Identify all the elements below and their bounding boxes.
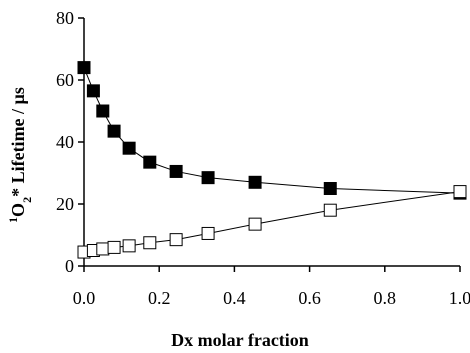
y-tick-label: 0 [65, 256, 74, 276]
series-lines [83, 67, 461, 253]
open-square-point [248, 217, 262, 231]
filled-square-point [107, 124, 121, 138]
series-points [77, 61, 467, 259]
y-axis-title-superscript: 1 [6, 217, 20, 223]
filled-square-point [143, 155, 157, 169]
y-tick-label: 20 [56, 194, 74, 214]
filled-square-point [169, 164, 183, 178]
open-square-point [122, 239, 136, 253]
x-tick-label: 0.0 [73, 288, 96, 308]
x-tick-label: 0.6 [298, 288, 321, 308]
ticks: 0 20 40 60 80 0.0 0.2 0.4 0.6 0.8 1.0 [56, 8, 470, 308]
y-tick-label: 80 [56, 8, 74, 28]
open-square-point [201, 226, 215, 240]
filled-square-point [77, 61, 91, 75]
open-square-point [169, 233, 183, 247]
x-tick-label: 0.4 [223, 288, 246, 308]
y-axis-title-base: O [8, 203, 28, 217]
open-square-point [143, 236, 157, 250]
y-axis-title-subscript: 2 [20, 197, 34, 203]
filled-square-point [86, 84, 100, 98]
y-tick-label: 40 [56, 132, 74, 152]
open-square-point [323, 203, 337, 217]
filled-square-point [248, 175, 262, 189]
x-axis-title: Dx molar fraction [171, 330, 309, 350]
open-square-point [453, 185, 467, 199]
y-tick-label: 60 [56, 70, 74, 90]
axes [83, 18, 460, 267]
filled-square-point [323, 182, 337, 195]
y-axis-title-rest: * Lifetime / µs [8, 87, 28, 197]
y-axis-title: 1O2* Lifetime / µs [6, 87, 34, 223]
x-tick-label: 0.2 [148, 288, 171, 308]
filled-square-point [96, 104, 110, 118]
open-square-point [107, 240, 121, 254]
open-square-point [96, 242, 110, 256]
x-tick-label: 0.8 [374, 288, 397, 308]
series-line-1 [83, 67, 461, 194]
series-line-2 [83, 191, 461, 253]
x-tick-label: 1.0 [449, 288, 470, 308]
filled-square-point [122, 141, 136, 155]
filled-square-point [201, 171, 215, 185]
